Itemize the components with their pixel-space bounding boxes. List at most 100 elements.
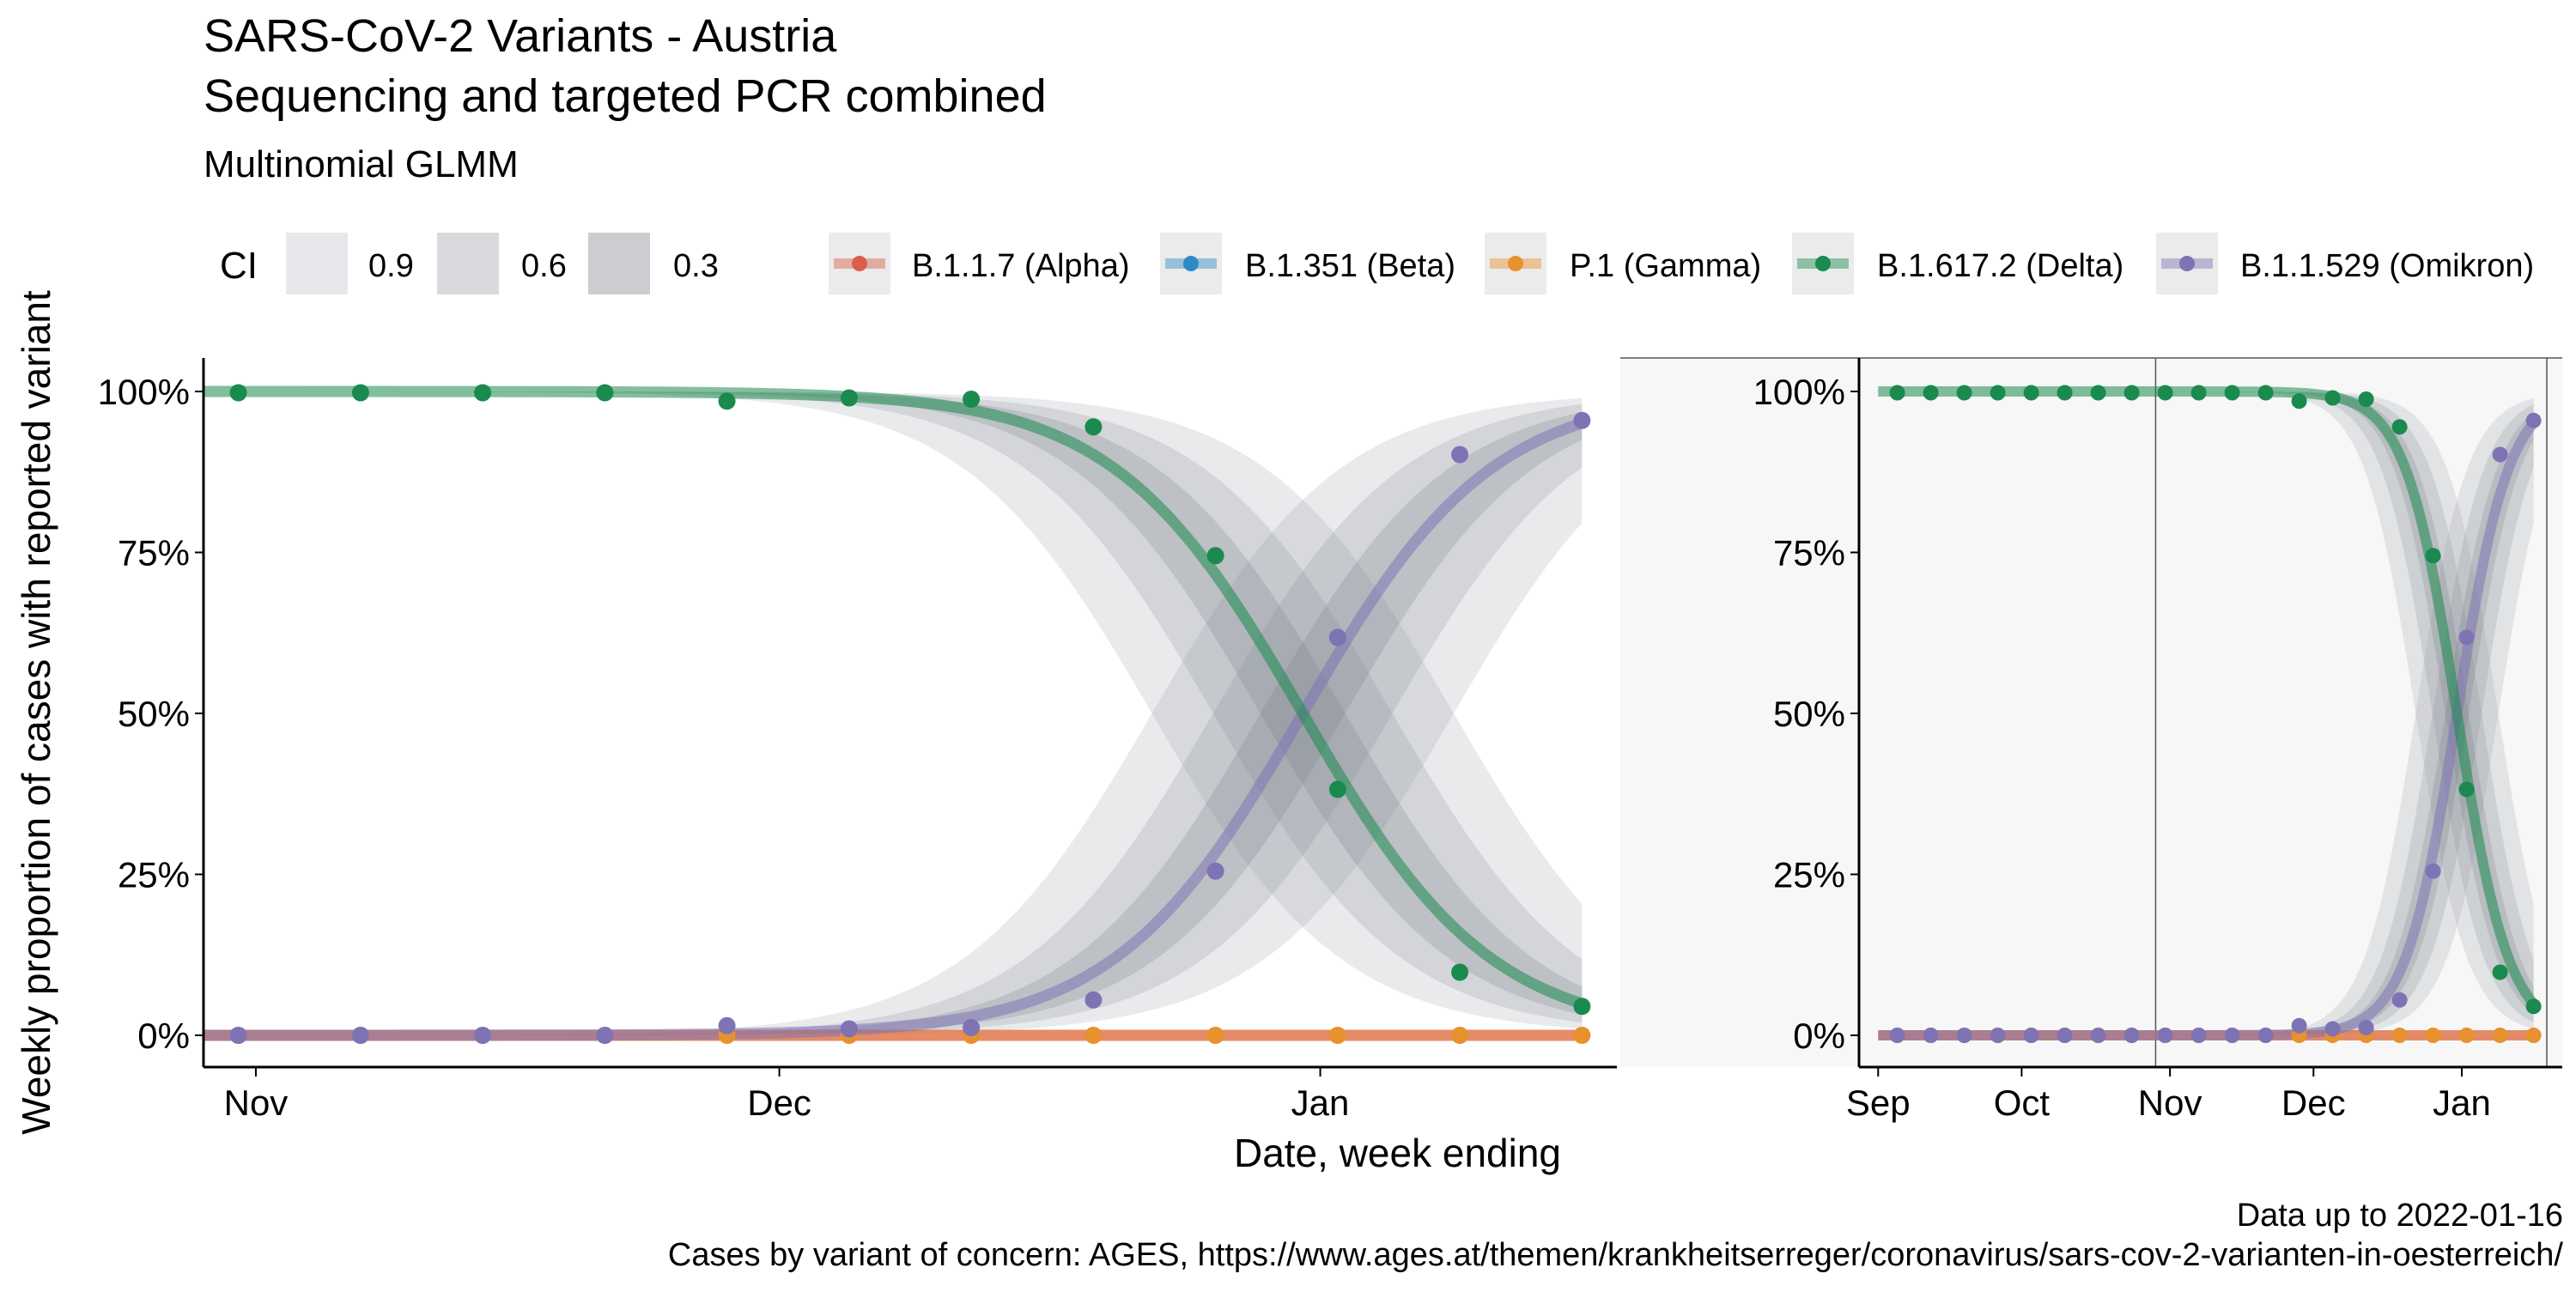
ci-ribbon-delta-main-0 — [204, 391, 1583, 1029]
data-point-b-1-617-2-delta-overview-3 — [1990, 385, 2006, 401]
data-point-b-1-617-2-delta-overview-15 — [2391, 419, 2408, 435]
data-point-b-1-617-2-delta-overview-19 — [2525, 998, 2542, 1015]
data-point-b-1-1-529-omikron-overview-8 — [2157, 1028, 2173, 1043]
data-point-b-1-617-2-delta-overview-1 — [1923, 385, 1939, 401]
data-point-b-1-617-2-delta-overview-16 — [2425, 548, 2441, 564]
data-point-b-1-1-529-omikron-overview-16 — [2425, 863, 2441, 879]
data-point-p-1-gamma-overview-17 — [2458, 1028, 2475, 1043]
data-point-b-1-617-2-delta-main-8 — [1206, 547, 1224, 565]
data-point-b-1-1-529-omikron-overview-14 — [2358, 1020, 2374, 1035]
data-point-b-1-617-2-delta-main-11 — [1573, 998, 1591, 1016]
y-axis-label: Weekly proportion of cases with reported… — [14, 290, 58, 1135]
x-tick-label-main-1: Dec — [747, 1083, 811, 1123]
data-point-b-1-617-2-delta-overview-10 — [2224, 385, 2240, 401]
y-tick-label-main-4: 100% — [98, 372, 190, 412]
data-point-b-1-1-529-omikron-main-1 — [351, 1027, 369, 1044]
y-tick-label-overview-3: 75% — [1773, 533, 1845, 573]
data-point-b-1-1-529-omikron-overview-0 — [1889, 1028, 1905, 1043]
data-point-p-1-gamma-overview-19 — [2525, 1028, 2542, 1043]
ci-ribbon-omikron-main-0 — [204, 397, 1583, 1035]
ci-ribbon-delta-main-2 — [204, 391, 1583, 1015]
legend-label-delta: B.1.617.2 (Delta) — [1877, 248, 2123, 284]
chart-title: SARS-CoV-2 Variants - Austria — [204, 10, 837, 62]
data-point-p-1-gamma-overview-18 — [2492, 1028, 2508, 1043]
model-label: Multinomial GLMM — [204, 143, 519, 185]
data-point-b-1-1-529-omikron-overview-2 — [1956, 1028, 1972, 1043]
data-point-b-1-1-529-omikron-main-11 — [1573, 411, 1591, 429]
data-point-b-1-617-2-delta-overview-17 — [2458, 781, 2475, 798]
data-point-b-1-1-529-omikron-main-8 — [1206, 862, 1224, 880]
y-tick-label-main-0: 0% — [137, 1016, 190, 1056]
data-point-b-1-617-2-delta-overview-7 — [2123, 385, 2140, 401]
ci-legend-swatch-1 — [437, 233, 499, 294]
ci-legend: CI 0.9 0.6 0.3 — [220, 233, 719, 294]
data-point-b-1-617-2-delta-overview-13 — [2324, 390, 2341, 406]
data-point-b-1-617-2-delta-main-2 — [474, 384, 492, 402]
data-point-b-1-1-529-omikron-overview-19 — [2525, 412, 2542, 428]
data-point-b-1-1-529-omikron-overview-12 — [2291, 1017, 2307, 1034]
data-point-p-1-gamma-overview-15 — [2391, 1028, 2408, 1043]
x-tick-label-main-0: Nov — [224, 1083, 289, 1123]
data-point-b-1-1-529-omikron-overview-4 — [2023, 1028, 2039, 1043]
ci-ribbon-omikron-main-2 — [204, 412, 1583, 1035]
data-point-b-1-617-2-delta-overview-4 — [2023, 385, 2039, 401]
data-point-p-1-gamma-main-9 — [1328, 1027, 1346, 1044]
data-point-b-1-1-529-omikron-overview-11 — [2257, 1028, 2274, 1043]
ci-ribbon-omikron-main-1 — [204, 403, 1583, 1035]
y-tick-label-overview-1: 25% — [1773, 855, 1845, 895]
data-point-b-1-1-529-omikron-main-6 — [963, 1019, 981, 1036]
source-note: Cases by variant of concern: AGES, https… — [668, 1237, 2564, 1273]
chart-subtitle: Sequencing and targeted PCR combined — [204, 70, 1047, 122]
data-point-b-1-1-529-omikron-overview-10 — [2224, 1028, 2240, 1043]
legend-point-omikron — [2179, 256, 2195, 271]
data-point-b-1-1-529-omikron-overview-1 — [1923, 1028, 1939, 1043]
data-point-b-1-617-2-delta-overview-11 — [2257, 385, 2274, 401]
data-point-b-1-617-2-delta-overview-9 — [2190, 385, 2207, 401]
legend-point-gamma — [1508, 256, 1523, 271]
legend-point-alpha — [852, 256, 867, 271]
y-tick-label-overview-4: 100% — [1753, 372, 1845, 412]
y-tick-label-overview-0: 0% — [1793, 1016, 1845, 1056]
legend-point-beta — [1183, 256, 1199, 271]
ci-legend-label-0: 0.9 — [368, 248, 414, 284]
x-tick-label-main-2: Jan — [1291, 1083, 1350, 1123]
x-tick-label-overview-3: Dec — [2281, 1083, 2346, 1123]
legend-label-omikron: B.1.1.529 (Omikron) — [2240, 248, 2534, 284]
data-point-b-1-1-529-omikron-main-10 — [1451, 446, 1469, 464]
data-point-b-1-1-529-omikron-main-5 — [840, 1020, 858, 1038]
data-point-b-1-617-2-delta-overview-8 — [2157, 385, 2173, 401]
data-point-b-1-1-529-omikron-main-3 — [596, 1027, 614, 1044]
data-point-b-1-617-2-delta-overview-0 — [1889, 385, 1905, 401]
x-tick-label-overview-0: Sep — [1846, 1083, 1911, 1123]
data-point-b-1-617-2-delta-overview-18 — [2492, 964, 2508, 980]
data-point-b-1-1-529-omikron-overview-17 — [2458, 629, 2475, 646]
data-point-b-1-1-529-omikron-main-9 — [1328, 628, 1346, 646]
data-point-b-1-617-2-delta-overview-2 — [1956, 385, 1972, 401]
data-point-b-1-617-2-delta-overview-5 — [2057, 385, 2073, 401]
y-tick-label-main-3: 75% — [118, 533, 190, 573]
data-date-note: Data up to 2022-01-16 — [2237, 1198, 2563, 1234]
data-point-b-1-617-2-delta-main-9 — [1328, 780, 1346, 798]
data-point-b-1-1-529-omikron-main-0 — [229, 1027, 247, 1044]
data-point-b-1-1-529-omikron-overview-5 — [2057, 1028, 2073, 1043]
legend-label-gamma: P.1 (Gamma) — [1570, 248, 1761, 284]
x-tick-label-overview-4: Jan — [2433, 1083, 2491, 1123]
data-point-b-1-1-529-omikron-overview-18 — [2492, 446, 2508, 463]
data-point-b-1-617-2-delta-overview-6 — [2090, 385, 2106, 401]
data-point-p-1-gamma-main-7 — [1084, 1027, 1103, 1044]
data-point-b-1-617-2-delta-main-4 — [718, 392, 736, 410]
legend-label-beta: B.1.351 (Beta) — [1245, 248, 1455, 284]
data-point-b-1-617-2-delta-main-6 — [963, 391, 981, 408]
variant-legend: B.1.1.7 (Alpha) B.1.351 (Beta) P.1 (Gamm… — [829, 233, 2534, 294]
data-point-p-1-gamma-main-11 — [1573, 1027, 1591, 1044]
y-tick-label-main-1: 25% — [118, 855, 190, 895]
ci-legend-label-1: 0.6 — [521, 248, 567, 284]
x-axis-label: Date, week ending — [1234, 1131, 1561, 1175]
data-point-b-1-617-2-delta-overview-12 — [2291, 393, 2307, 409]
ci-legend-swatch-0 — [286, 233, 348, 294]
ci-legend-title: CI — [220, 245, 258, 287]
data-point-b-1-1-529-omikron-main-7 — [1084, 991, 1103, 1009]
legend-point-delta — [1815, 256, 1831, 271]
